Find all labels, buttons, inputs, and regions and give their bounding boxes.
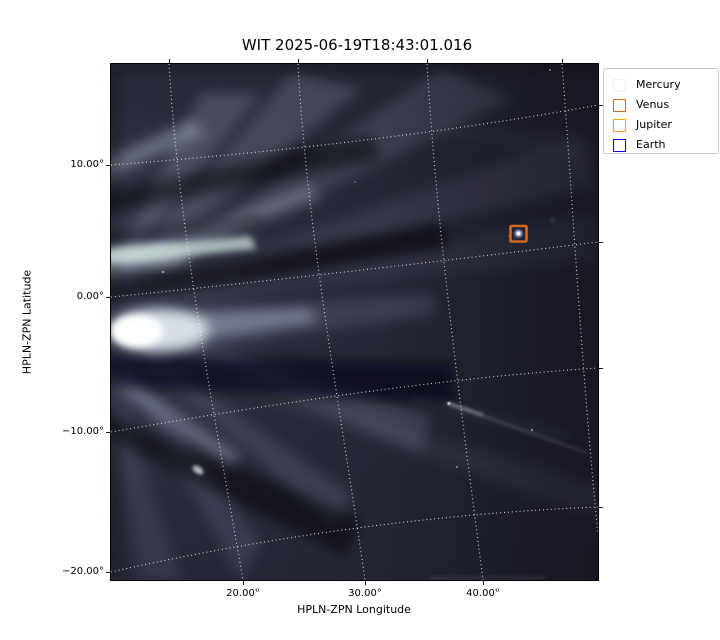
x-axis-label: HPLN-ZPN Longitude (297, 603, 411, 616)
legend-label-mercury: Mercury (636, 78, 681, 91)
plot-area (110, 63, 599, 581)
y-tick-mark (106, 297, 110, 298)
y-tick-label-m20: −20.00° (61, 566, 104, 577)
x-tick-label-30: 30.00° (348, 588, 382, 599)
jupiter-marker-swatch (613, 118, 626, 132)
top-tick-mark (298, 59, 299, 63)
plot-title: WIT 2025-06-19T18:43:01.016 (241, 36, 473, 54)
legend-item-venus: Venus (613, 95, 718, 115)
y-tick-label-0: 0.00° (76, 291, 104, 302)
right-tick-mark (599, 105, 603, 106)
top-tick-mark (427, 59, 428, 63)
x-tick-mark (483, 581, 484, 585)
y-tick-label-10: 10.00° (70, 159, 104, 170)
y-tick-mark (106, 165, 110, 166)
y-tick-mark (106, 572, 110, 573)
top-tick-mark (562, 59, 563, 63)
x-tick-label-40: 40.00° (466, 588, 500, 599)
venus-marker-square (509, 224, 528, 243)
parallel-0deg (111, 241, 598, 298)
y-tick-label-m10: −10.00° (61, 426, 104, 437)
legend-item-mercury: Mercury (613, 75, 718, 95)
venus-marker-swatch (613, 98, 626, 112)
y-tick-mark (106, 432, 110, 433)
venus-dot (516, 231, 521, 236)
venus-marker (509, 224, 528, 243)
right-tick-mark (599, 368, 603, 369)
graticule (111, 64, 598, 580)
x-tick-mark (365, 581, 366, 585)
meridian-50deg (561, 64, 598, 535)
earth-marker-swatch (613, 138, 626, 152)
right-tick-mark (599, 507, 603, 508)
mercury-marker-swatch (613, 78, 626, 92)
x-tick-mark (243, 581, 244, 585)
legend-label-venus: Venus (636, 98, 670, 111)
x-tick-label-20: 20.00° (226, 588, 260, 599)
legend: Mercury Venus Jupiter Earth (603, 68, 719, 154)
parallel-10deg (111, 104, 598, 166)
legend-item-jupiter: Jupiter (613, 115, 718, 135)
y-axis-label: HPLN-ZPN Latitude (20, 269, 34, 375)
legend-item-earth: Earth (613, 135, 718, 155)
legend-label-earth: Earth (636, 138, 666, 151)
legend-label-jupiter: Jupiter (636, 118, 672, 131)
film-grain (111, 64, 598, 580)
right-tick-mark (599, 242, 603, 243)
top-tick-mark (169, 59, 170, 63)
sky-image (111, 64, 598, 580)
parallel-m10deg (111, 367, 598, 433)
